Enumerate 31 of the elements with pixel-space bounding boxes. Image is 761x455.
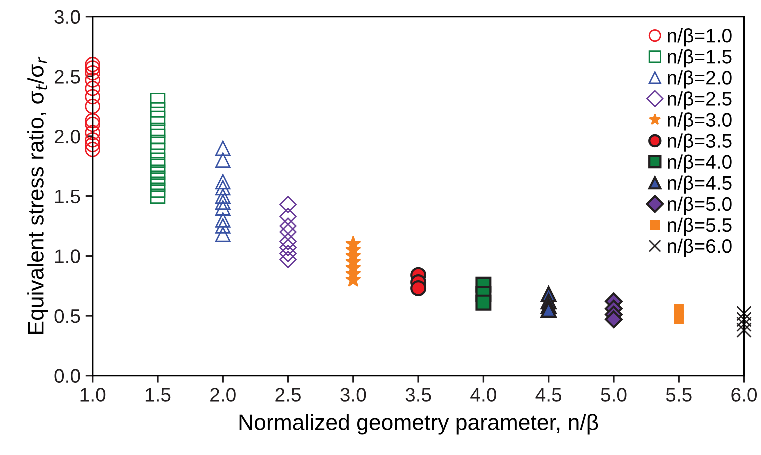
x-tick-label: 5.5 <box>666 388 692 402</box>
x-tick-label: 6.0 <box>732 388 758 402</box>
y-tick-label: 0.0 <box>54 369 80 384</box>
y-tick-label: 3.0 <box>54 10 80 24</box>
legend-label: n/β=5.5 <box>668 218 732 236</box>
y-tick-label: 1.5 <box>55 190 80 204</box>
x-tick-label: 4.5 <box>536 388 562 402</box>
x-tick-label: 2.0 <box>210 388 236 402</box>
legend-label: n/β=3.0 <box>668 112 732 131</box>
x-tick-label: 1.0 <box>80 388 106 402</box>
legend-label: n/β=2.0 <box>668 70 732 89</box>
y-tick-label: 2.0 <box>54 130 80 144</box>
y-tick-label: 1.0 <box>55 250 80 264</box>
legend-label: n/β=4.0 <box>668 154 732 173</box>
x-axis-title: Normalized geometry parameter, n/β <box>240 414 598 435</box>
x-tick-label: 4.0 <box>470 388 496 402</box>
x-tick-label: 5.0 <box>601 388 627 402</box>
y-tick-label: 0.5 <box>54 309 80 324</box>
legend-label: n/β=5.0 <box>668 196 732 215</box>
x-tick-label: 2.5 <box>276 388 301 402</box>
x-tick-label: 3.5 <box>406 388 432 402</box>
legend-label: n/β=4.5 <box>668 176 732 194</box>
x-tick-label: 3.0 <box>340 388 366 402</box>
y-axis-title: Equivalent stress ratio, σ$_{t}$/σ$_{r}$ <box>28 56 48 334</box>
y-tick-label: 2.5 <box>54 70 80 84</box>
legend-label: n/β=3.5 <box>668 134 732 152</box>
legend-label: n/β=2.5 <box>668 92 732 110</box>
x-tick-label: 1.5 <box>146 388 171 402</box>
legend-label: n/β=1.5 <box>668 50 732 68</box>
legend-label: n/β=6.0 <box>668 238 732 258</box>
legend-label: n/β=1.0 <box>668 28 732 47</box>
